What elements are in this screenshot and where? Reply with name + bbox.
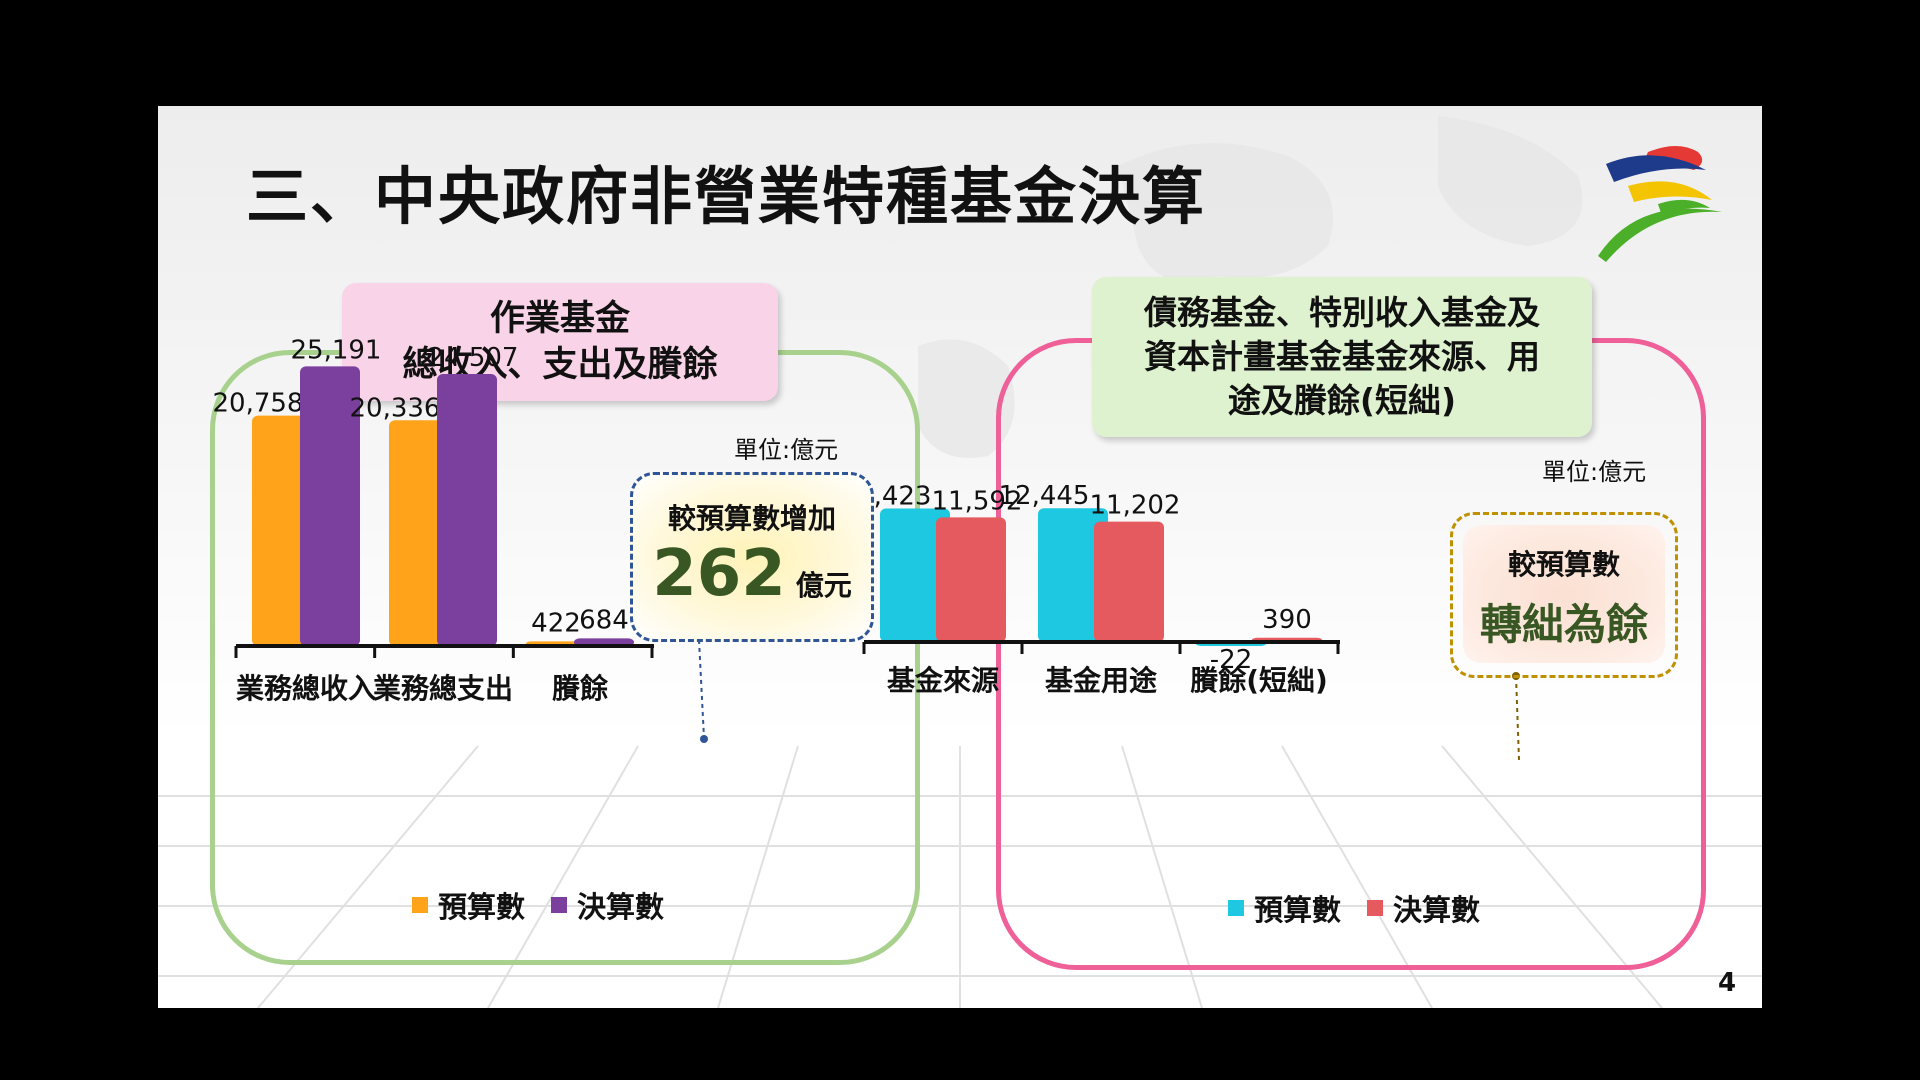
left-callout-connector bbox=[698, 639, 705, 739]
left-category-label-1: 業務總支出 bbox=[373, 672, 513, 705]
logo bbox=[1598, 146, 1722, 262]
right-value-label-actual-1: 11,202 bbox=[1090, 491, 1181, 521]
left-bar-budget-0 bbox=[252, 415, 312, 646]
right-category-label-0: 基金來源 bbox=[887, 664, 999, 697]
right-legend-actual-label: 決算數 bbox=[1393, 893, 1481, 927]
right-value-label-actual-0: 11,592 bbox=[932, 486, 1023, 516]
right-unit-label: 單位:億元 bbox=[1542, 458, 1647, 486]
left-legend-actual-swatch bbox=[551, 897, 568, 913]
right-callout-text: 較預算數 bbox=[1507, 548, 1620, 581]
left-bar-actual-1 bbox=[437, 373, 497, 646]
right-callout: 較預算數 轉絀為餘 bbox=[1450, 512, 1678, 678]
left-value-label-budget-0: 20,758 bbox=[213, 389, 304, 419]
right-legend-actual-swatch bbox=[1367, 900, 1384, 916]
left-category-label-0: 業務總收入 bbox=[236, 672, 376, 705]
left-category-label-2: 賸餘 bbox=[552, 672, 609, 705]
right-bar-actual-1 bbox=[1094, 521, 1164, 642]
left-callout-value: 262 bbox=[652, 537, 786, 611]
left-value-label-actual-1: 24,507 bbox=[428, 343, 519, 373]
left-bar-budget-1 bbox=[389, 420, 449, 646]
page-title: 三、中央政府非營業特種基金決算 bbox=[246, 160, 1207, 233]
right-legend-budget-label: 預算數 bbox=[1254, 893, 1342, 927]
right-panel-title-line2: 資本計畫基金基金來源、用 bbox=[1144, 337, 1540, 376]
left-panel-title-line1: 作業基金 bbox=[489, 299, 630, 339]
left-legend-budget-label: 預算數 bbox=[438, 890, 526, 924]
left-value-label-actual-2: 684 bbox=[579, 605, 629, 635]
right-panel-title-line1: 債務基金、特別收入基金及 bbox=[1144, 293, 1540, 332]
charts-canvas: 20,758 25,191 業務總收入 20,336 24,507 業務總支出 422684… bbox=[213, 335, 1520, 761]
left-value-label-actual-0: 25,191 bbox=[291, 335, 382, 365]
right-category-label-2: 賸餘(短絀) bbox=[1190, 664, 1328, 697]
left-callout-value-row: 262 億元 bbox=[633, 537, 871, 611]
right-callout-connector bbox=[1515, 675, 1520, 761]
left-callout-connector-dot bbox=[700, 735, 708, 743]
right-value-label-actual-2: 390 bbox=[1262, 605, 1312, 635]
right-legend: 預算數 決算數 bbox=[1228, 887, 1506, 929]
right-legend-budget: 預算數 bbox=[1228, 887, 1341, 929]
left-unit-label: 單位:億元 bbox=[734, 436, 839, 464]
right-callout-highlight: 轉絀為餘 bbox=[1479, 600, 1648, 649]
right-category-label-1: 基金用途 bbox=[1045, 664, 1158, 697]
left-legend-budget: 預算數 bbox=[412, 884, 525, 926]
page-number: 4 bbox=[1718, 968, 1737, 998]
right-bar-budget-1 bbox=[1038, 508, 1108, 642]
left-bar-actual-0 bbox=[300, 366, 360, 646]
right-callout-inner: 較預算數 轉絀為餘 bbox=[1463, 525, 1665, 663]
left-legend-budget-swatch bbox=[412, 897, 428, 913]
slide: 三、中央政府非營業特種基金決算 作業基金 總收入、支出及賸餘 債務基金、特別收入… bbox=[158, 106, 1762, 1008]
left-legend-actual-label: 決算數 bbox=[577, 890, 665, 924]
left-callout: 較預算數增加 262 億元 bbox=[630, 472, 874, 642]
left-value-label-budget-2: 422 bbox=[531, 608, 581, 638]
left-callout-text: 較預算數增加 bbox=[667, 502, 836, 535]
left-bar-chart: 20,758 25,191 業務總收入 20,336 24,507 業務總支出 422684… bbox=[213, 335, 654, 705]
right-panel-title-line3: 途及賸餘(短絀) bbox=[1227, 381, 1457, 420]
left-callout-unit: 億元 bbox=[795, 569, 852, 602]
right-bar-actual-0 bbox=[936, 517, 1006, 642]
right-legend-actual: 決算數 bbox=[1367, 887, 1480, 929]
right-value-label-budget-2: -22 bbox=[1210, 645, 1252, 675]
left-legend: 預算數 決算數 bbox=[412, 884, 690, 926]
left-panel-title: 作業基金 總收入、支出及賸餘 bbox=[342, 283, 778, 401]
right-value-label-budget-1: 12,445 bbox=[999, 481, 1090, 511]
left-legend-actual: 決算數 bbox=[551, 884, 664, 926]
left-value-label-budget-1: 20,336 bbox=[350, 393, 441, 423]
right-panel-title: 債務基金、特別收入基金及 資本計畫基金基金來源、用 途及賸餘(短絀) bbox=[1092, 277, 1592, 437]
background-grid bbox=[158, 116, 1762, 1008]
right-bar-budget-0 bbox=[880, 508, 950, 642]
right-legend-budget-swatch bbox=[1228, 900, 1244, 916]
